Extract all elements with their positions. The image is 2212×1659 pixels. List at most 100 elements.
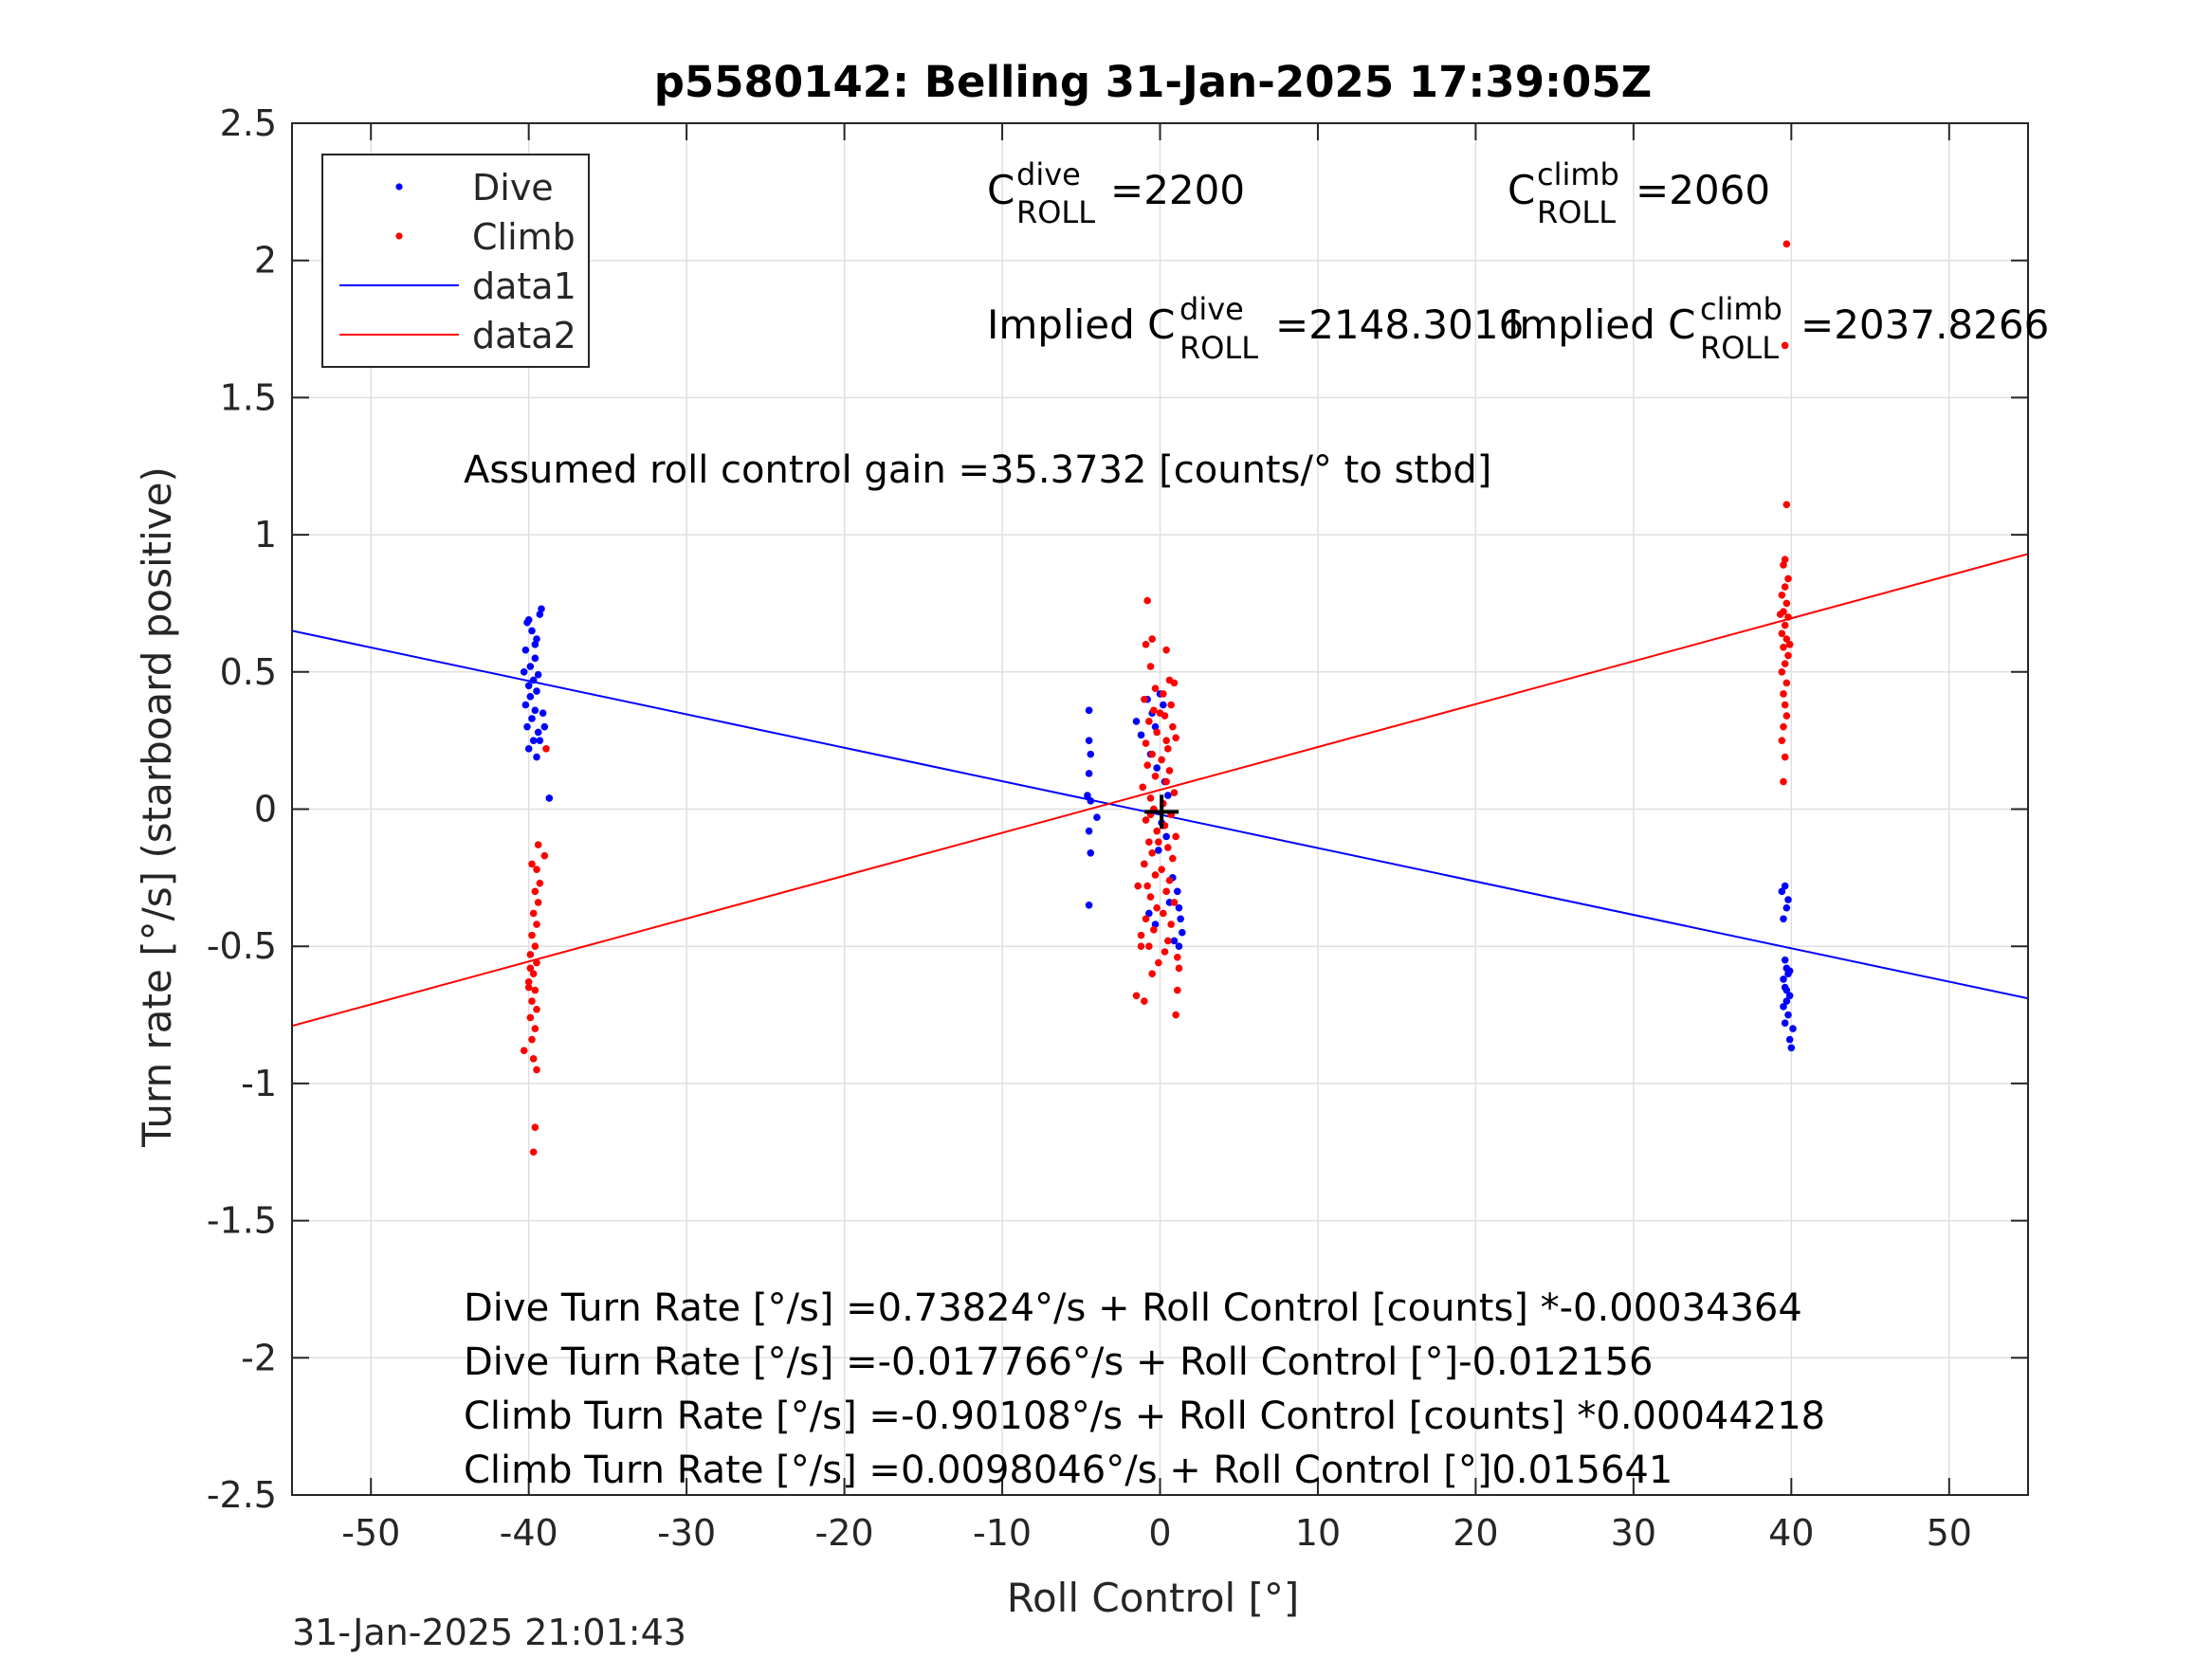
climb-point [1155, 838, 1162, 847]
climb-point [1782, 712, 1791, 720]
legend-label-data2: data2 [472, 315, 576, 356]
climb-point [1778, 629, 1786, 638]
climb-point [1160, 690, 1167, 698]
climb-point [1782, 635, 1791, 643]
climb-point [1167, 921, 1175, 928]
dive-point [531, 706, 539, 715]
annotation-eq2: Dive Turn Rate [°/s] =-0.017766°/s + Rol… [464, 1340, 1653, 1384]
x-tick-label: -10 [973, 1512, 1032, 1554]
dive-point [526, 663, 535, 670]
climb-point [1148, 849, 1156, 857]
climb-point [1781, 660, 1789, 667]
climb-point [1167, 701, 1175, 709]
x-tick-label: 50 [1927, 1512, 1972, 1554]
dive-point [534, 728, 542, 737]
climb-point [1142, 739, 1150, 747]
y-tick-label: 0.5 [220, 651, 277, 693]
y-tick-label: -1.5 [207, 1200, 277, 1242]
climb-point [1780, 643, 1787, 651]
climb-point [1782, 679, 1791, 687]
legend: Dive Climb data1 data2 [321, 154, 590, 368]
y-tick-label: -2 [241, 1337, 277, 1378]
climb-point [1781, 701, 1789, 709]
climb-point [526, 964, 535, 973]
dive-point [1789, 1025, 1797, 1032]
dive-point [534, 670, 542, 679]
implied-dive-sup: dive [1179, 291, 1244, 327]
dive-point [1175, 942, 1183, 950]
x-tick-label: 10 [1295, 1512, 1341, 1554]
legend-box [321, 154, 590, 368]
climb-point [1141, 997, 1148, 1005]
climb-point [520, 1047, 528, 1054]
climb-point [1781, 583, 1789, 591]
dive-point [524, 745, 533, 753]
x-tick-label: -50 [341, 1512, 400, 1554]
dive-point [1787, 1044, 1796, 1052]
c-dive-base: C [987, 167, 1015, 213]
legend-label-climb: Climb [472, 216, 576, 258]
climb-point [1174, 953, 1181, 961]
climb-point [526, 951, 535, 958]
climb-point [1151, 772, 1160, 780]
climb-point [526, 1013, 535, 1022]
dive-point [524, 616, 533, 624]
climb-point [533, 921, 540, 928]
climb-point [1151, 684, 1160, 692]
dive-point [531, 654, 539, 663]
y-tick-label: 1 [254, 514, 277, 556]
climb-point [1172, 734, 1179, 742]
climb-point [1172, 1011, 1179, 1019]
climb-point [1162, 777, 1170, 786]
climb-point [1158, 756, 1165, 764]
y-axis-label: Turn rate [°/s] (starboard positive) [134, 466, 180, 1148]
dive-point [1160, 701, 1167, 709]
y-tick-label: 0 [254, 789, 277, 830]
climb-point [1148, 635, 1156, 643]
dive-point [1085, 737, 1093, 744]
climb-point [1784, 651, 1792, 660]
climb-point [1156, 709, 1164, 718]
climb-point [1139, 783, 1146, 792]
dive-point [1170, 937, 1179, 945]
climb-point [1782, 240, 1791, 248]
climb-point [1153, 728, 1161, 737]
y-tick-label: 2 [254, 240, 277, 282]
dive-point [529, 676, 538, 684]
climb-point [531, 1025, 539, 1032]
x-tick-label: 20 [1453, 1512, 1498, 1554]
implied-dive-base: Implied C [987, 301, 1175, 348]
annotation-c-dive: C dive ROLL =2200 [987, 156, 1245, 230]
dive-point [1151, 722, 1160, 731]
climb-point [1145, 718, 1153, 725]
climb-point [1158, 866, 1165, 873]
climb-point [1776, 611, 1784, 618]
legend-label-dive: Dive [472, 167, 554, 209]
climb-point [1781, 621, 1789, 629]
dive-point [1162, 832, 1170, 841]
implied-dive-value: =2148.3016 [1275, 301, 1524, 348]
climb-point [1161, 948, 1169, 956]
legend-label-data1: data1 [472, 265, 576, 307]
climb-point [1164, 844, 1172, 851]
x-tick-label: 40 [1768, 1512, 1814, 1554]
c-climb-base: C [1508, 167, 1535, 213]
dive-point [1132, 718, 1141, 725]
climb-point [531, 942, 539, 950]
y-tick-label: 2.5 [220, 102, 277, 144]
y-tick-label: -2.5 [207, 1474, 277, 1516]
annotation-eq4: Climb Turn Rate [°/s] =0.0098046°/s + Ro… [464, 1449, 1673, 1492]
dive-point [539, 709, 547, 718]
dive-point [1781, 882, 1789, 890]
climb-point [531, 1123, 539, 1132]
climb-point [1153, 903, 1161, 912]
climb-point [1153, 827, 1161, 835]
climb-point [1142, 816, 1150, 824]
climb-point [1148, 750, 1156, 758]
climb-point [1778, 737, 1786, 744]
dive-point [1780, 1003, 1787, 1011]
climb-point [1160, 909, 1167, 918]
annotation-c-climb: C climb ROLL =2060 [1508, 156, 1770, 230]
climb-point [1780, 777, 1787, 786]
